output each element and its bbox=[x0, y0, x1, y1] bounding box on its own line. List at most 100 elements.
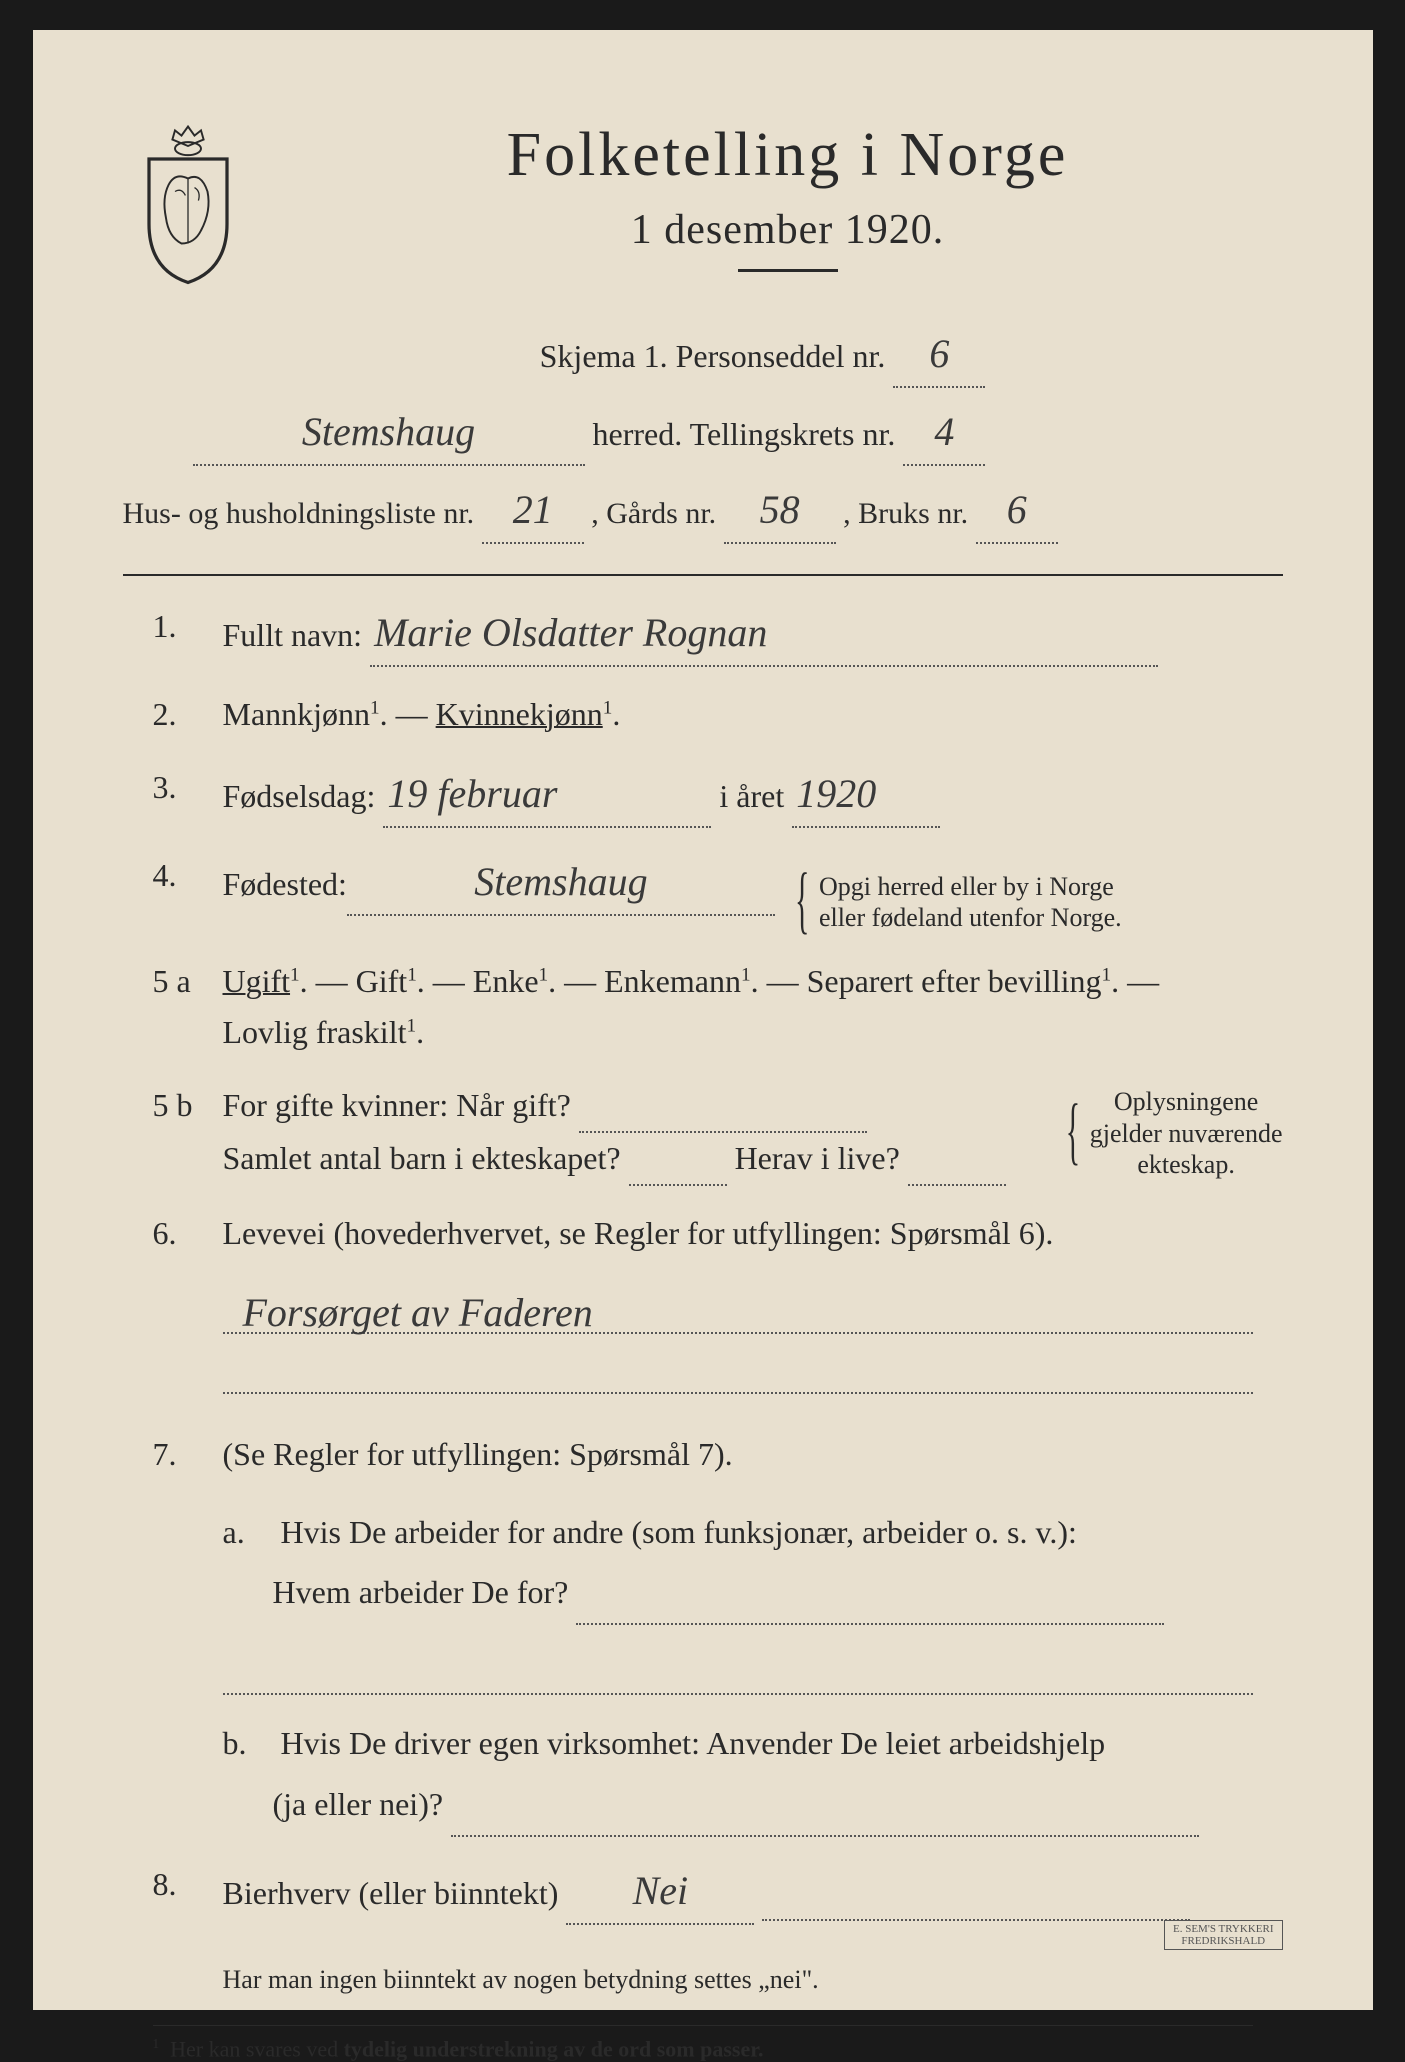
q3-num: 3. bbox=[153, 762, 223, 828]
q4-note1: Opgi herred eller by i Norge bbox=[819, 872, 1114, 901]
husliste-label: Hus- og husholdningsliste nr. bbox=[123, 497, 475, 530]
q2-mann: Mannkjønn bbox=[223, 696, 371, 732]
q6-blank-line bbox=[223, 1342, 1253, 1394]
q7a-blank bbox=[576, 1562, 1164, 1625]
q5a-body: Ugift1. — Gift1. — Enke1. — Enkemann1. —… bbox=[223, 956, 1283, 1058]
crest-svg bbox=[123, 120, 253, 289]
q4-value: Stemshaug bbox=[347, 850, 775, 916]
herred-label: herred. Tellingskrets nr. bbox=[593, 416, 896, 452]
q6-answer-line: Forsørget av Faderen bbox=[223, 1282, 1253, 1334]
census-form-page: Folketelling i Norge 1 desember 1920. Sk… bbox=[33, 30, 1373, 2010]
q1-body: Fullt navn: Marie Olsdatter Rognan bbox=[223, 601, 1283, 667]
q3-year-label: i året bbox=[719, 778, 784, 814]
q7-label: (Se Regler for utfyllingen: Spørsmål 7). bbox=[223, 1436, 733, 1472]
main-title: Folketelling i Norge bbox=[293, 120, 1283, 191]
q2-num: 2. bbox=[153, 689, 223, 740]
question-7: 7. (Se Regler for utfyllingen: Spørsmål … bbox=[153, 1429, 1283, 1480]
q3-day: 19 februar bbox=[383, 762, 711, 828]
q3-body: Fødselsdag: 19 februar i året 1920 bbox=[223, 762, 1283, 828]
herred-name: Stemshaug bbox=[193, 400, 585, 466]
skjema-label: Skjema 1. Personseddel nr. bbox=[540, 338, 886, 374]
tellingskrets-nr: 4 bbox=[903, 400, 985, 466]
meta-herred: Stemshaug herred. Tellingskrets nr. 4 bbox=[193, 400, 1283, 466]
question-4: 4. Fødested: Stemshaug Opgi herred eller… bbox=[153, 850, 1283, 933]
printer-line1: E. SEM'S TRYKKERI bbox=[1173, 1923, 1274, 1935]
q5b-num: 5 b bbox=[153, 1080, 223, 1186]
question-7b: b. Hvis De driver egen virksomhet: Anven… bbox=[223, 1713, 1283, 1837]
footnote: 1 Her kan svares ved tydelig understrekn… bbox=[153, 2036, 1253, 2062]
footer-note: Har man ingen biinntekt av nogen betydni… bbox=[223, 1965, 1253, 1995]
personseddel-nr: 6 bbox=[893, 322, 985, 388]
q5a-num: 5 a bbox=[153, 956, 223, 1058]
q5b-barn-blank bbox=[629, 1133, 727, 1186]
q7-body: (Se Regler for utfyllingen: Spørsmål 7). bbox=[223, 1429, 1283, 1480]
meta-husliste: Hus- og husholdningsliste nr. 21 , Gårds… bbox=[123, 478, 1283, 544]
q7b-line1: Hvis De driver egen virksomhet: Anvender… bbox=[281, 1725, 1106, 1761]
q7a-line1: Hvis De arbeider for andre (som funksjon… bbox=[281, 1514, 1077, 1550]
q5b-lines: For gifte kvinner: Når gift? Samlet anta… bbox=[223, 1080, 1046, 1186]
q8-num: 8. bbox=[153, 1859, 223, 1925]
q3-year: 1920 bbox=[792, 762, 940, 828]
q8-body: Bierhverv (eller biinntekt) Nei bbox=[223, 1859, 1283, 1925]
q7b-letter: b. bbox=[223, 1713, 273, 1774]
gards-label: , Gårds nr. bbox=[591, 497, 716, 530]
q2-kvinne: Kvinnekjønn bbox=[436, 696, 603, 732]
q5b-line2b: Herav i live? bbox=[735, 1140, 900, 1176]
coat-of-arms-icon bbox=[123, 120, 253, 280]
bruks-label: , Bruks nr. bbox=[843, 497, 968, 530]
footnote-marker: 1 bbox=[153, 2036, 160, 2051]
q5b-line2a: Samlet antal barn i ekteskapet? bbox=[223, 1140, 621, 1176]
q3-label: Fødselsdag: bbox=[223, 778, 376, 814]
printer-line2: FREDRIKSHALD bbox=[1181, 1935, 1265, 1947]
q5b-label: For gifte kvinner: Når gift? bbox=[223, 1087, 571, 1123]
q1-label: Fullt navn: bbox=[223, 617, 363, 653]
question-5b: 5 b For gifte kvinner: Når gift? Samlet … bbox=[153, 1080, 1283, 1186]
q5b-body: For gifte kvinner: Når gift? Samlet anta… bbox=[223, 1080, 1283, 1186]
q7b-line2: (ja eller nei)? bbox=[273, 1786, 444, 1822]
header: Folketelling i Norge 1 desember 1920. bbox=[123, 110, 1283, 302]
question-1: 1. Fullt navn: Marie Olsdatter Rognan bbox=[153, 601, 1283, 667]
q2-body: Mannkjønn1. — Kvinnekjønn1. bbox=[223, 689, 1283, 740]
q5a-ugift: Ugift bbox=[223, 963, 291, 999]
q8-value: Nei bbox=[566, 1859, 754, 1925]
question-7a: a. Hvis De arbeider for andre (som funks… bbox=[223, 1502, 1283, 1626]
q4-body: Fødested: Stemshaug Opgi herred eller by… bbox=[223, 850, 1283, 933]
husliste-nr: 21 bbox=[482, 478, 584, 544]
q6-label: Levevei (hovederhvervet, se Regler for u… bbox=[223, 1215, 1054, 1251]
q5a-gift: Gift bbox=[356, 963, 408, 999]
q5a-separert: Separert efter bevilling bbox=[807, 963, 1102, 999]
title-rule bbox=[738, 269, 838, 272]
question-2: 2. Mannkjønn1. — Kvinnekjønn1. bbox=[153, 689, 1283, 740]
subtitle: 1 desember 1920. bbox=[293, 206, 1283, 254]
q7a-letter: a. bbox=[223, 1502, 273, 1563]
q6-num: 6. bbox=[153, 1208, 223, 1259]
q1-num: 1. bbox=[153, 601, 223, 667]
q4-num: 4. bbox=[153, 850, 223, 933]
q7-num: 7. bbox=[153, 1429, 223, 1480]
q8-label: Bierhverv (eller biinntekt) bbox=[223, 1875, 559, 1911]
q5b-note2: gjelder nuværende bbox=[1090, 1119, 1283, 1148]
q7a-blank-line bbox=[223, 1643, 1253, 1695]
q5b-live-blank bbox=[908, 1133, 1006, 1186]
title-block: Folketelling i Norge 1 desember 1920. bbox=[293, 110, 1283, 302]
q5b-note: Oplysningene gjelder nuværende ekteskap. bbox=[1066, 1086, 1283, 1180]
q7b-blank bbox=[451, 1774, 1199, 1837]
q4-note2: eller fødeland utenfor Norge. bbox=[819, 903, 1122, 932]
q5b-gift-blank bbox=[579, 1080, 867, 1133]
meta-personseddel: Skjema 1. Personseddel nr. 6 bbox=[243, 322, 1283, 388]
q1-value: Marie Olsdatter Rognan bbox=[370, 601, 1158, 667]
q4-label: Fødested: bbox=[223, 859, 347, 910]
q5a-fraskilt: Lovlig fraskilt bbox=[223, 1014, 407, 1050]
q4-note: Opgi herred eller by i Norge eller fødel… bbox=[795, 871, 1122, 933]
q7a-line2: Hvem arbeider De for? bbox=[273, 1574, 569, 1610]
printer-stamp: E. SEM'S TRYKKERI FREDRIKSHALD bbox=[1164, 1920, 1283, 1950]
q5a-enke: Enke bbox=[473, 963, 539, 999]
question-3: 3. Fødselsdag: 19 februar i året 1920 bbox=[153, 762, 1283, 828]
footnote-text: Her kan svares ved tydelig understreknin… bbox=[170, 2036, 763, 2061]
footer-divider bbox=[153, 2025, 1253, 2026]
q6-body: Levevei (hovederhvervet, se Regler for u… bbox=[223, 1208, 1283, 1259]
q5b-note1: Oplysningene bbox=[1114, 1087, 1258, 1116]
q6-value: Forsørget av Faderen bbox=[243, 1289, 593, 1336]
q5a-enkemann: Enkemann bbox=[604, 963, 741, 999]
question-6: 6. Levevei (hovederhvervet, se Regler fo… bbox=[153, 1208, 1283, 1259]
